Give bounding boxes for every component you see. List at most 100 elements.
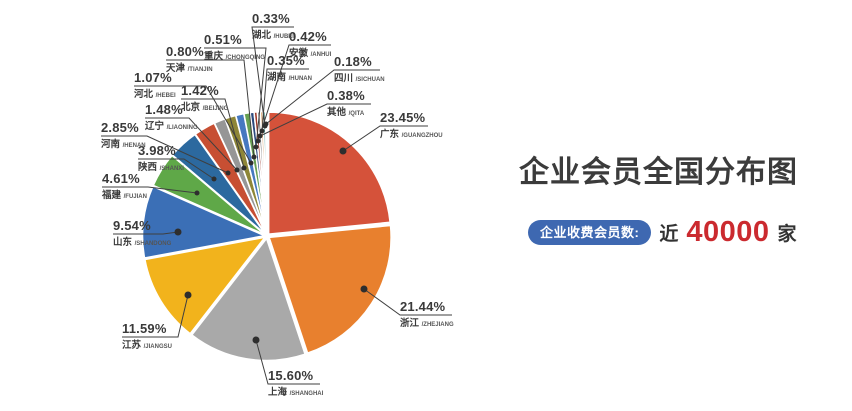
pie-label-name-en: /LIAONING (166, 125, 198, 131)
pie-label-beijing: 1.42% 北京 /BEIJING (181, 83, 228, 115)
pie-label-chongqing: 0.51% 重庆 /CHONGQING (204, 32, 265, 64)
pie-label-percent: 21.44% (400, 299, 446, 314)
pie-label-name: 其他 /QITA (327, 107, 365, 118)
pie-label-percent: 0.51% (204, 32, 242, 47)
pie-label-name: 辽宁 /LIAONING (145, 121, 198, 132)
leader-dot-tianjin (251, 154, 257, 160)
pie-slice-zhejiang (268, 224, 392, 355)
pie-label-name-en: /HEBEI (155, 93, 176, 99)
leader-line-shaanxi (138, 158, 215, 180)
leader-line-fujian (102, 186, 198, 194)
pie-label-name: 上海 /SHANGHAI (268, 387, 324, 398)
pie-label-name-en: /SICHUAN (355, 77, 385, 83)
pie-label-name-en: /BEIJING (202, 106, 229, 112)
member-count-badge: 企业收费会员数: (528, 220, 652, 245)
leader-line-jiangsu (122, 294, 189, 338)
leader-line-beijing (181, 98, 245, 169)
pie-label-name: 浙江 /ZHEJIANG (400, 318, 454, 329)
pie-label-percent: 2.85% (101, 120, 139, 135)
leader-dot-zhejiang (360, 285, 368, 293)
leader-dot-anhui (255, 138, 261, 144)
leader-dot-hunan (259, 128, 265, 134)
pie-label-name-en: /SHANXI (159, 166, 184, 172)
pie-label-name-en: /ZHEJIANG (421, 322, 454, 328)
pie-label-name: 重庆 /CHONGQING (204, 51, 265, 62)
pie-label-percent: 15.60% (268, 368, 314, 383)
pie-label-name: 湖南 /HUNAN (267, 72, 312, 83)
leader-line-tianjin (166, 59, 255, 158)
leader-dot-shandong (174, 228, 182, 236)
pie-label-name: 安徽 /ANHUI (289, 48, 332, 59)
pie-label-name-en: /QITA (348, 111, 365, 117)
leader-dot-beijing (241, 165, 247, 171)
pie-label-jiangsu: 11.59% 江苏 /JIANGSU (122, 321, 172, 353)
leader-dot-guangdong (339, 147, 347, 155)
pie-label-name-en: /JIANGSU (143, 344, 172, 350)
pie-label-percent: 23.45% (380, 110, 426, 125)
pie-label-name: 福建 /FUJIAN (102, 190, 147, 201)
leader-dot-shaanxi (211, 176, 217, 182)
pie-label-anhui: 0.42% 安徽 /ANHUI (289, 29, 331, 61)
pie-label-name: 四川 /SICHUAN (334, 73, 385, 84)
leader-dot-shanghai (252, 336, 260, 344)
pie-label-sichuan: 0.18% 四川 /SICHUAN (334, 54, 385, 86)
pie-label-percent: 0.35% (267, 53, 305, 68)
pie-label-liaoning: 1.48% 辽宁 /LIAONING (145, 102, 198, 134)
pie-label-percent: 1.42% (181, 83, 219, 98)
pie-label-name-en: /FUJIAN (123, 194, 147, 200)
pie-label-name: 山东 /SHANDONG (113, 237, 172, 248)
pie-label-name-en: /ANHUI (310, 52, 332, 58)
pie-label-guangdong: 23.45% 广东 /GUANGZHOU (380, 110, 443, 142)
leader-dot-jiangsu (184, 291, 192, 299)
pie-label-name: 广东 /GUANGZHOU (380, 129, 443, 140)
member-count-row: 企业收费会员数: 近 40000 家 (528, 218, 797, 247)
leader-line-shanghai (255, 339, 320, 385)
pie-label-fujian: 4.61% 福建 /FUJIAN (102, 171, 147, 203)
pie-label-name-en: /CHONGQING (225, 55, 265, 61)
leader-dot-sichuan (263, 121, 269, 127)
pie-label-percent: 11.59% (122, 321, 167, 336)
pie-label-shanghai: 15.60% 上海 /SHANGHAI (268, 368, 323, 400)
leader-dot-hebei (248, 160, 254, 166)
count-prefix: 近 (659, 224, 679, 245)
pie-slice-shandong (141, 185, 268, 259)
pie-label-percent: 3.98% (138, 143, 176, 158)
pie-label-percent: 9.54% (113, 218, 151, 233)
leader-line-hunan (261, 68, 309, 132)
leader-line-chongqing (204, 47, 267, 148)
pie-slice-jiangsu (144, 236, 267, 335)
pie-label-name-en: /HUBEI (273, 34, 294, 40)
pie-label-hunan: 0.35% 湖南 /HUNAN (267, 53, 312, 85)
pie-label-name-en: /GUANGZHOU (401, 133, 443, 139)
pie-label-percent: 0.80% (166, 44, 204, 59)
leader-dot-chongqing (253, 144, 259, 150)
pie-label-hebei: 1.07% 河北 /HEBEI (134, 70, 176, 102)
pie-label-name: 江苏 /JIANGSU (122, 340, 172, 351)
pie-label-qita: 0.38% 其他 /QITA (327, 88, 365, 120)
pie-label-name-en: /HENAN (122, 143, 146, 149)
pie-label-hubei: 0.33% 湖北 /HUBEI (252, 11, 294, 43)
pie-label-percent: 0.38% (327, 88, 365, 103)
pie-label-shaanxi: 3.98% 陕西 /SHANXI (138, 143, 184, 175)
pie-slice-guangdong (267, 111, 391, 235)
pie-label-name-en: /TIANJIN (187, 67, 213, 73)
pie-label-tianjin: 0.80% 天津 /TIANJIN (166, 44, 213, 76)
leader-line-hebei (134, 85, 252, 164)
leader-line-henan (101, 135, 229, 174)
pie-label-name-en: /SHANDONG (134, 241, 172, 247)
leader-line-anhui (257, 44, 331, 142)
pie-label-name: 陕西 /SHANXI (138, 162, 184, 173)
pie-label-percent: 1.48% (145, 102, 183, 117)
pie-label-name: 河北 /HEBEI (134, 89, 176, 100)
pie-label-zhejiang: 21.44% 浙江 /ZHEJIANG (400, 299, 454, 331)
leader-line-liaoning (145, 117, 238, 171)
pie-label-percent: 0.33% (252, 11, 290, 26)
pie-label-percent: 0.18% (334, 54, 372, 69)
leader-dot-henan (225, 170, 231, 176)
pie-slice-shanghai (190, 236, 307, 362)
leader-line-hubei (251, 26, 294, 127)
pie-label-shandong: 9.54% 山东 /SHANDONG (113, 218, 171, 250)
pie-label-percent: 1.07% (134, 70, 172, 85)
